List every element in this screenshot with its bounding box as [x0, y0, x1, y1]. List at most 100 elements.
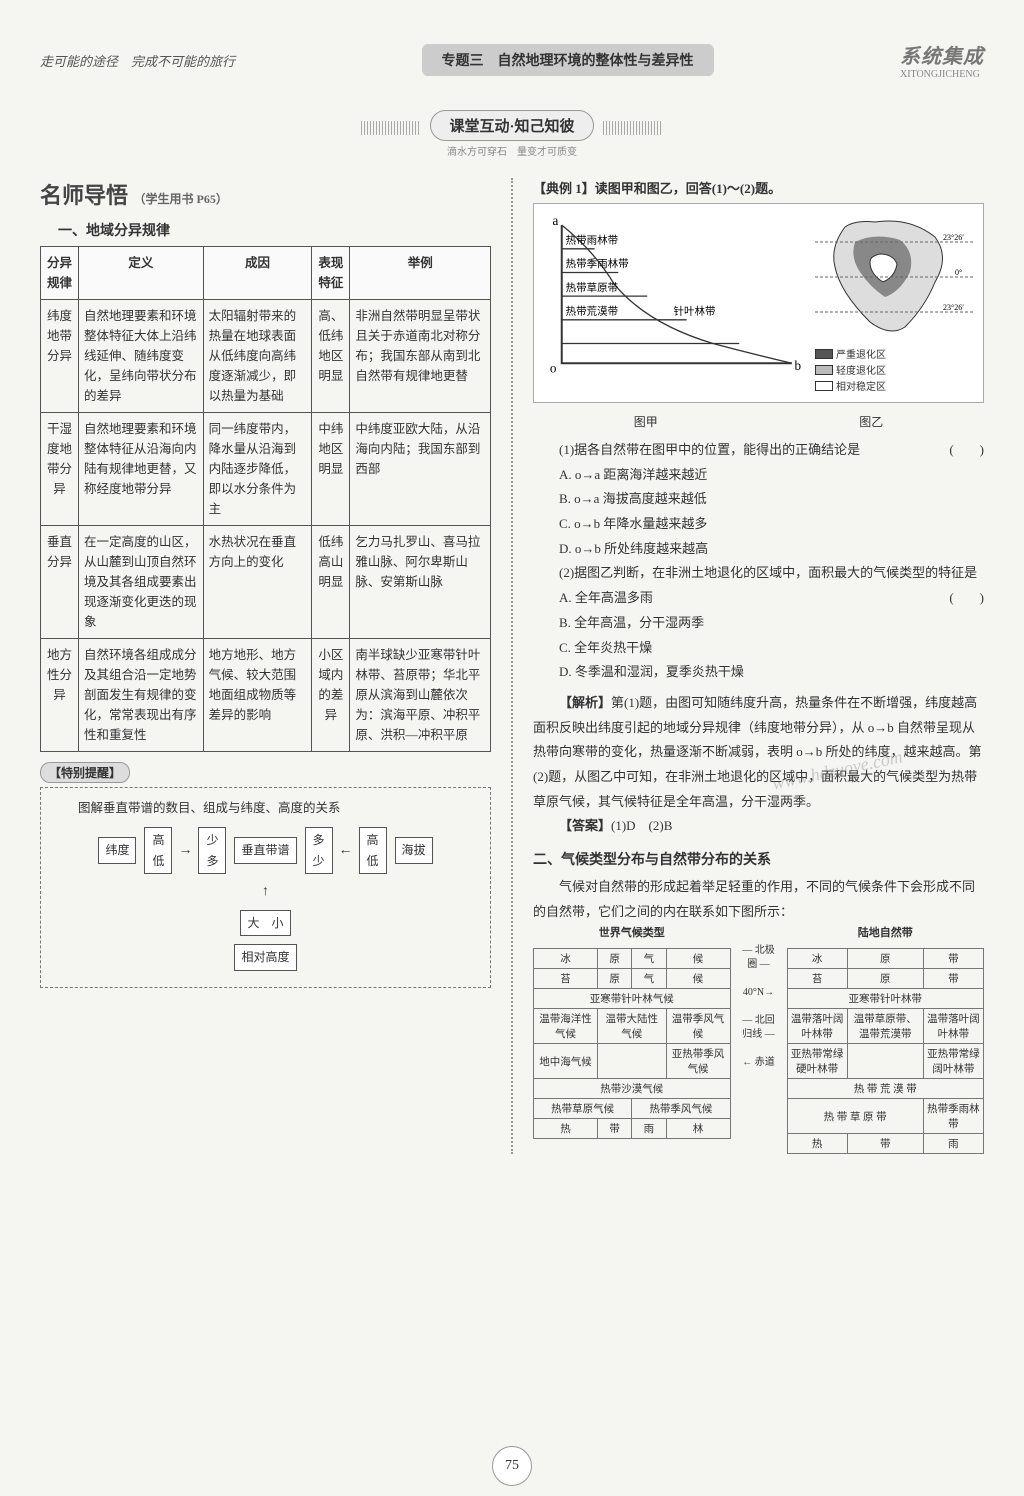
cell: 太阳辐射带来的热量在地球表面从低纬度向高纬度逐渐减少，即以热量为基础 [203, 300, 312, 413]
svg-text:23°26′: 23°26′ [943, 233, 964, 242]
cell: 非洲自然带明显呈带状且关于赤道南北对称分布；我国东部从南到北自然带有规律地更替 [350, 300, 491, 413]
brand: 系统集成 [900, 40, 984, 69]
tip-text: 图解垂直带谱的数目、组成与纬度、高度的关系 [53, 798, 478, 819]
option: A. o→a 距离海洋越来越近 [559, 463, 984, 488]
top-header: 走可能的途径 完成不可能的旅行 专题三 自然地理环境的整体性与差异性 系统集成 … [40, 30, 984, 90]
svg-text:o: o [550, 360, 557, 375]
banner-title: 课堂互动·知己知彼 [430, 110, 593, 141]
flow-many-few: 多少 [305, 827, 333, 874]
th-feat: 表现特征 [312, 247, 350, 300]
cap-yi: 图乙 [859, 413, 883, 430]
table-row: 垂直分异 在一定高度的山区，从山麓到山顶自然环境及其各组成要素出现逐渐变化更迭的… [41, 526, 491, 639]
section-banner: 课堂互动·知己知彼 滴水方可穿石 量变才可质变 [40, 110, 984, 158]
guide-sub: （学生用书 P65） [134, 192, 228, 206]
analysis-body: 第(1)题，由图可知随纬度升高，热量条件在不断增强，纬度越高面积反映出纬度引起的… [533, 695, 982, 809]
answer: 【答案】(1)D (2)B [533, 814, 984, 839]
flow-latitude: 纬度 [98, 837, 136, 863]
legend-item: 严重退化区 [815, 346, 975, 361]
guide-heading: 名师导悟 （学生用书 P65） [40, 178, 491, 210]
figure-box: a b o 热带雨林带 热带季雨林带 热带草原带 热带荒漠带 针叶林带 [533, 203, 984, 403]
svg-text:a: a [553, 213, 559, 228]
cell: 中纬地区明显 [312, 413, 350, 526]
svg-text:23°26′: 23°26′ [943, 303, 964, 312]
page-number: 75 [492, 1446, 532, 1486]
belt-table: 冰原带 苔原带 亚寒带针叶林带 温带落叶阔叶林带温带草原带、温带荒漠带温带落叶阔… [787, 948, 985, 1154]
right-column: 【典例 1】读图甲和图乙，回答(1)～(2)题。 a b o 热带雨林带 热带季… [533, 178, 984, 1154]
table-row: 纬度地带分异 自然地理要素和环境整体特征大体上沿纬线延伸、随纬度变化，呈纬向带状… [41, 300, 491, 413]
flow-row-1: 纬度 高低 → 少多 垂直带谱 多少 ← 高低 海拔 [53, 825, 478, 876]
column-divider [511, 178, 513, 1154]
cell: 自然环境各组成成分及其组合沿一定地势剖面发生有规律的变化，常常表现出有序性和重复… [79, 639, 204, 752]
th-rule: 分异规律 [41, 247, 79, 300]
figure-jia-svg: a b o 热带雨林带 热带季雨林带 热带草原带 热带荒漠带 针叶林带 [542, 212, 805, 383]
relation-intro-text: 气候对自然带的形成起着举足轻重的作用，不同的气候条件下会形成不同的自然带，它们之… [533, 875, 984, 924]
q1-stem: (1)据各自然带在图甲中的位置，能得出的正确结论是 [559, 442, 860, 457]
analysis: 【解析】第(1)题，由图可知随纬度升高，热量条件在不断增强，纬度越高面积反映出纬… [533, 691, 984, 814]
legend: 严重退化区 轻度退化区 相对稳定区 [815, 346, 975, 393]
svg-text:0°: 0° [955, 268, 962, 277]
brand-block: 系统集成 XITONGJICHENG [900, 40, 984, 80]
slogan: 走可能的途径 完成不可能的旅行 [40, 51, 235, 70]
svg-text:热带雨林带: 热带雨林带 [566, 234, 619, 247]
option: B. 全年高温，分干湿两季 [559, 611, 984, 636]
th-def: 定义 [79, 247, 204, 300]
left-column: 名师导悟 （学生用书 P65） 一、地域分异规律 分异规律 定义 成因 表现特征… [40, 178, 491, 1154]
flow-few-many: 少多 [198, 827, 226, 874]
answer-body: (1)D (2)B [611, 818, 672, 833]
cell: 高、低纬地区明显 [312, 300, 350, 413]
flow-hi-lo-2: 高低 [359, 827, 387, 874]
question-1: (1)据各自然带在图甲中的位置，能得出的正确结论是( ) A. o→a 距离海洋… [533, 438, 984, 561]
cell: 在一定高度的山区，从山麓到山顶自然环境及其各组成要素出现逐渐变化更迭的现象 [79, 526, 204, 639]
th-ex: 举例 [350, 247, 491, 300]
svg-text:热带草原带: 热带草原带 [566, 281, 619, 294]
analysis-label: 【解析】 [559, 695, 611, 710]
option: A. 全年高温多雨 [559, 586, 984, 611]
flow-row-4: 相对高度 [53, 942, 478, 972]
flow-big-small: 大 小 [240, 910, 290, 936]
svg-text:热带荒漠带: 热带荒漠带 [566, 305, 619, 318]
belt-title: 陆地自然带 [787, 924, 985, 942]
tip-label: 【特别提醒】 [40, 762, 130, 783]
figure-yi: 23°26′ 0° 23°26′ 严重退化区 轻度退化区 相对稳定区 [815, 212, 975, 394]
q2-options: A. 全年高温多雨 B. 全年高温，分干湿两季 C. 全年炎热干燥 D. 冬季温… [559, 586, 984, 685]
flow-relative-height: 相对高度 [234, 944, 296, 970]
legend-item: 相对稳定区 [815, 378, 975, 393]
cell: 水热状况在垂直方向上的变化 [203, 526, 312, 639]
cell: 自然地理要素和环境整体特征从沿海向内陆有规律地更替，又称经度地带分异 [79, 413, 204, 526]
arrow-icon: ← [339, 839, 353, 863]
flow-altitude: 海拔 [395, 837, 433, 863]
tip-box: 图解垂直带谱的数目、组成与纬度、高度的关系 纬度 高低 → 少多 垂直带谱 多少… [40, 787, 491, 988]
option: C. o→b 年降水量越来越多 [559, 512, 984, 537]
q1-options: A. o→a 距离海洋越来越近 B. o→a 海拔高度越来越低 C. o→b 年… [559, 463, 984, 562]
section-1-title: 一、地域分异规律 [58, 220, 491, 240]
cap-jia: 图甲 [634, 413, 658, 430]
climate-title: 世界气候类型 [533, 924, 731, 942]
flow-row-2: ↑ [53, 880, 478, 904]
cell: 低纬高山明显 [312, 526, 350, 639]
cell: 垂直分异 [41, 526, 79, 639]
option: C. 全年炎热干燥 [559, 636, 984, 661]
svg-text:针叶林带: 针叶林带 [674, 305, 716, 318]
relation-mid-labels: — 北极圈 — 40°N→ — 北回归线 — ← 赤道 [739, 924, 779, 1070]
flow-hi-lo: 高低 [144, 827, 172, 874]
example-heading: 【典例 1】读图甲和图乙，回答(1)～(2)题。 [533, 178, 984, 197]
option: B. o→a 海拔高度越来越低 [559, 487, 984, 512]
option: D. 冬季温和湿润，夏季炎热干燥 [559, 660, 984, 685]
th-cause: 成因 [203, 247, 312, 300]
cell: 干湿度地带分异 [41, 413, 79, 526]
arrow-up-icon: ↑ [262, 880, 269, 904]
hatch-right [603, 121, 663, 135]
chapter-title: 专题三 自然地理环境的整体性与差异性 [422, 44, 714, 76]
cell: 地方地形、地方气候、较大范围地面组成物质等差异的影响 [203, 639, 312, 752]
question-2: (2)据图乙判断，在非洲土地退化的区域中，面积最大的气候类型的特征是( ) A.… [533, 561, 984, 684]
relation-diagram: 世界气候类型 冰原气候 苔原气候 亚寒带针叶林气候 温带海洋性气候温带大陆性气候… [533, 924, 984, 1154]
cell: 乞力马扎罗山、喜马拉雅山脉、阿尔卑斯山脉、安第斯山脉 [350, 526, 491, 639]
q2-stem: (2)据图乙判断，在非洲土地退化的区域中，面积最大的气候类型的特征是 [559, 565, 977, 580]
table-header-row: 分异规律 定义 成因 表现特征 举例 [41, 247, 491, 300]
guide-title: 名师导悟 [40, 183, 128, 208]
figure-captions: 图甲 图乙 [533, 413, 984, 430]
section-2-title: 二、气候类型分布与自然带分布的关系 [533, 849, 984, 869]
relation-intro: 气候对自然带的形成起着举足轻重的作用，不同的气候条件下会形成不同的自然带，它们之… [533, 875, 984, 924]
table-row: 地方性分异 自然环境各组成成分及其组合沿一定地势剖面发生有规律的变化，常常表现出… [41, 639, 491, 752]
arrow-icon: → [178, 839, 192, 863]
